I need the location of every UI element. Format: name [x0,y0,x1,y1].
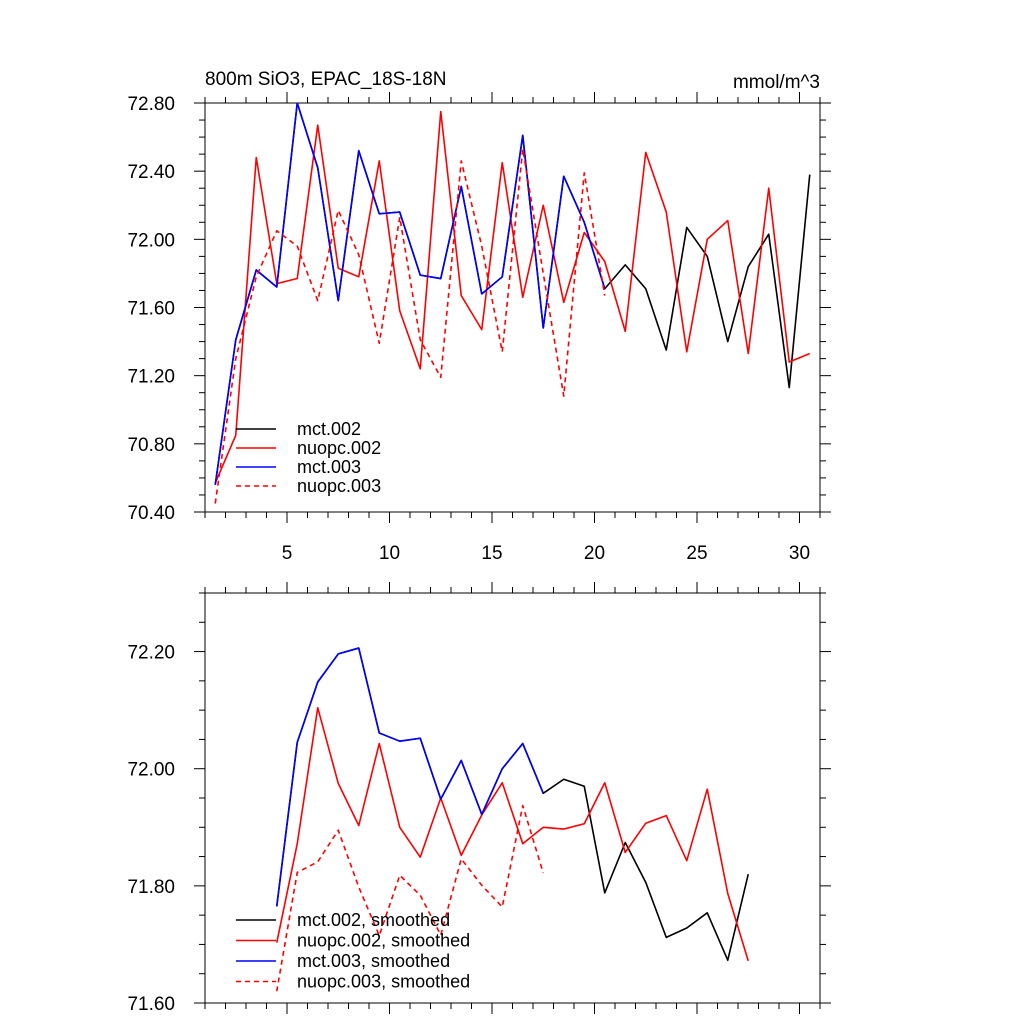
top-legend-label-mct-002: mct.002 [297,419,361,439]
bottom-y-tick-label: 72.20 [127,643,175,664]
bottom-legend-label-nuopc-002-smoothed: nuopc.002, smoothed [297,931,470,951]
top-legend-label-nuopc-003: nuopc.003 [297,476,381,496]
top-legend-label-mct-003: mct.003 [297,457,361,477]
top-y-tick-label: 72.80 [127,94,175,115]
top-panel: 800m SiO3, EPAC_18S-18N mmol/m^3 5 10 15 20… [127,69,831,564]
top-y-tick-label: 72.00 [127,230,175,251]
bottom-legend-label-nuopc-003-smoothed: nuopc.003, smoothed [297,972,470,992]
bottom-series-mct-003-smoothed [275,647,544,907]
top-panel-title: 800m SiO3, EPAC_18S-18N [205,69,447,90]
top-x-tick-label: 10 [379,543,400,564]
bottom-series-nuopc-002-smoothed [275,706,750,962]
top-y-tick-label: 72.40 [127,162,175,183]
bottom-legend-label-mct-003-smoothed: mct.003, smoothed [297,951,450,971]
top-x-tick-label: 5 [282,543,293,564]
top-y-tick-label: 71.60 [127,299,175,320]
bottom-legend-label-mct-002-smoothed: mct.002, smoothed [297,910,450,930]
top-series-nuopc-003 [214,148,606,504]
bottom-series-nuopc-003-smoothed [275,804,545,992]
top-x-tick-label: 25 [686,543,707,564]
top-legend-label-nuopc-002: nuopc.002 [297,438,381,458]
top-y-tick-label: 70.40 [127,503,175,524]
top-series-nuopc-002 [214,110,811,484]
top-series-mct-003 [214,103,606,485]
top-x-tick-label: 15 [481,543,502,564]
top-y-tick-label: 71.20 [127,367,175,388]
bottom-y-tick-label: 72.00 [127,760,175,781]
top-y-tick-label: 70.80 [127,435,175,456]
top-x-tick-label: 20 [584,543,605,564]
top-panel-units: mmol/m^3 [733,72,820,93]
bottom-y-tick-label: 71.80 [127,877,175,898]
top-x-tick-label: 30 [789,543,810,564]
bottom-y-tick-label: 71.60 [127,994,175,1015]
